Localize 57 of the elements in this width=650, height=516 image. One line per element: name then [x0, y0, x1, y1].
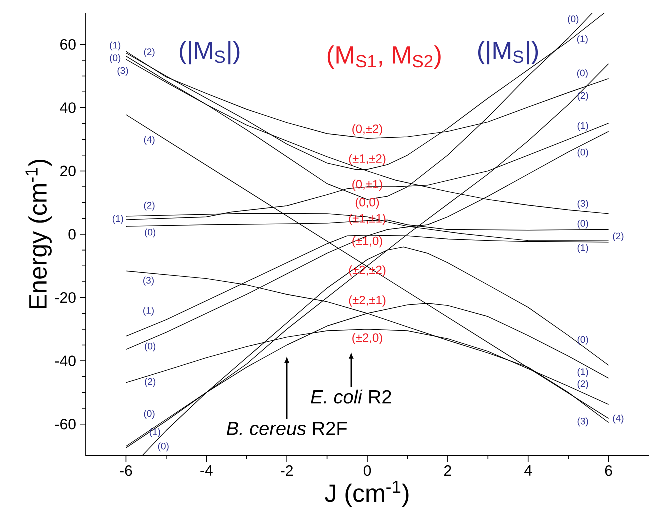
annotation: (±1,±2)	[349, 154, 386, 166]
annotation: E. coli R2	[311, 390, 392, 404]
annotation: (3)	[578, 418, 588, 427]
y-tick-label: 60	[60, 39, 76, 50]
annotation: (±2,0)	[352, 333, 382, 345]
annotation: (1)	[578, 122, 588, 132]
x-tick-label: 4	[524, 466, 532, 476]
x-tick-label: 2	[444, 466, 452, 476]
annotation: (2)	[613, 232, 624, 242]
y-tick-label: 20	[60, 166, 76, 177]
text: (M$_{S1}$, M$_{S2}$)	[328, 46, 441, 69]
annotation: (0)	[578, 336, 588, 345]
x-tick-label: -4	[200, 466, 213, 476]
y-tick-label: -20	[55, 292, 76, 304]
annotation: (1)	[150, 428, 160, 438]
annotation: (4)	[144, 136, 155, 145]
annotation: (3)	[144, 276, 154, 286]
annotation: (1)	[112, 215, 124, 224]
annotation: (1)	[578, 368, 588, 378]
annotation: (1)	[577, 35, 588, 44]
annotation: (1)	[110, 42, 121, 51]
annotation: (|M$_{S}$|)	[180, 41, 240, 65]
y-axis-title: Energy (cm$^{-1}$)	[26, 160, 52, 309]
annotation: (±1,0)	[352, 236, 382, 248]
annotation: (2)	[144, 48, 155, 58]
annotation: (1)	[578, 244, 588, 254]
annotation: (2)	[145, 378, 156, 388]
x-tick-label: -6	[120, 466, 132, 476]
annotation: (±2,±1)	[349, 296, 386, 307]
annotation: (3)	[118, 67, 128, 76]
annotation: (0,±2)	[352, 124, 382, 136]
x-tick-label: 6	[605, 466, 612, 476]
y-tick-label: -60	[55, 419, 76, 430]
annotation: (|M$_{S}$|)	[478, 41, 538, 65]
annotation: (0)	[145, 342, 156, 352]
y-tick-label: 40	[60, 102, 76, 114]
annotation: (0,0)	[356, 198, 380, 210]
annotation: (3)	[578, 200, 588, 209]
annotation: (1)	[144, 306, 154, 316]
annotation: (4)	[613, 414, 624, 424]
annotation: (0)	[110, 54, 121, 64]
annotation: (2)	[578, 92, 588, 101]
annotation: B. cereus R2F	[226, 422, 348, 436]
annotation: (0)	[145, 228, 156, 238]
x-tick-label: 0	[364, 466, 372, 476]
annotation: (0)	[577, 70, 588, 78]
y-tick-label: -40	[55, 356, 76, 366]
annotation: (0)	[158, 442, 169, 452]
annotation: (0)	[568, 16, 579, 24]
annotation: (2)	[144, 202, 155, 211]
annotation: (0)	[144, 410, 155, 419]
x-tick-label: -2	[281, 466, 293, 476]
x-axis-title: J (cm$^{-1}$)	[325, 480, 409, 508]
annotation: (2)	[578, 380, 588, 390]
annotation: (0)	[578, 148, 588, 158]
annotation: (0)	[578, 220, 588, 229]
y-tick-label: 0	[68, 229, 76, 240]
